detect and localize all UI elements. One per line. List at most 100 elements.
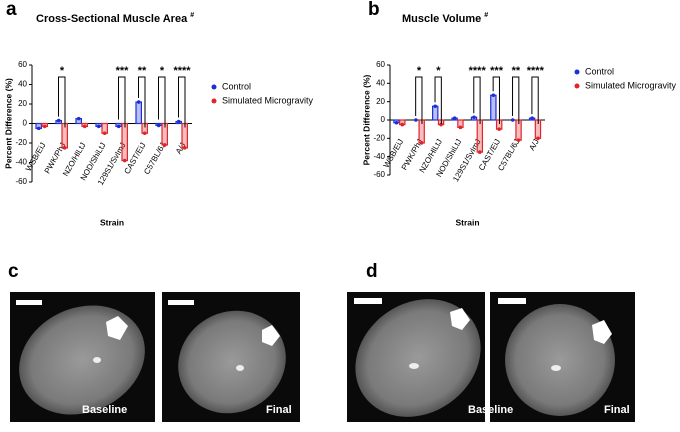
bar-dot [82, 124, 87, 129]
bar-dot [116, 124, 121, 129]
y-axis-label: Percent Difference (%) [361, 74, 371, 165]
significance-bracket [473, 76, 481, 124]
bar-dot [36, 126, 41, 131]
panel-label: d [366, 261, 378, 282]
bar-dot [56, 118, 61, 123]
bar-dot [530, 116, 534, 120]
image-label: Baseline [82, 404, 127, 416]
panel-label: a [6, 0, 17, 20]
bar-dot [102, 131, 107, 136]
chart-title: Cross-Sectional Muscle Area # [36, 12, 194, 25]
image-label: Baseline [468, 404, 513, 416]
bar-dot [472, 115, 476, 120]
significance-bracket [138, 76, 146, 128]
y-tick-label: 20 [18, 99, 27, 108]
significance-label: **** [173, 65, 191, 77]
title-text: Cross-Sectional Muscle Area [36, 13, 188, 25]
significance-bracket [531, 76, 539, 124]
bar-dot [452, 116, 457, 120]
bar-dot [458, 125, 463, 130]
chart-0: a Cross-Sectional Muscle Area # -60 -40 -20 0 2… [3, 0, 313, 227]
bar [490, 94, 497, 121]
title-note: # [484, 12, 488, 19]
y-tick-label: -40 [15, 158, 27, 167]
legend-marker [574, 69, 580, 75]
y-tick-label: -20 [373, 133, 385, 142]
ct-image-c-baseline [10, 292, 155, 422]
legend-marker [211, 98, 217, 104]
bar-dot [76, 116, 81, 121]
bar-dot [516, 138, 521, 142]
significance-label: * [436, 65, 441, 77]
bar-dot [62, 146, 67, 150]
ct-image-d-final [490, 292, 635, 422]
significance-label: * [160, 65, 165, 77]
bar-dot [162, 143, 167, 147]
bar [121, 122, 129, 162]
y-tick-label: 0 [381, 115, 386, 124]
y-tick-label: 0 [23, 119, 28, 128]
bar-dot [536, 136, 540, 141]
y-axis-label: Percent Difference (%) [3, 78, 13, 169]
legend-label: Control [222, 81, 251, 91]
bar-dot [96, 124, 101, 129]
significance-label: * [60, 65, 65, 77]
chart-1: b Muscle Volume # -60 -40 -20 0 20 40 60 Percent D… [361, 0, 676, 227]
ct-image-d-baseline [347, 292, 485, 422]
bar-dot [497, 127, 501, 131]
bar-dot [156, 123, 161, 128]
image-label: Final [604, 404, 630, 416]
bar-dot [491, 93, 496, 98]
image-label: Final [266, 404, 292, 416]
panel-label: b [368, 0, 380, 20]
significance-bracket [118, 76, 126, 128]
bar-dot [478, 150, 482, 154]
significance-label: ** [512, 65, 521, 77]
significance-label: *** [116, 65, 130, 77]
y-tick-label: 40 [376, 78, 385, 87]
bar-dot [510, 118, 515, 122]
title-note: # [190, 12, 194, 19]
x-axis-label: Strain [100, 217, 124, 227]
bar-dot [400, 122, 405, 127]
legend-marker [211, 84, 217, 90]
legend-label: Control [585, 66, 614, 76]
bar-dot [419, 141, 424, 145]
legend-marker [574, 83, 580, 89]
bar-dot [394, 120, 399, 125]
significance-bracket [434, 76, 442, 124]
panel-label: c [8, 261, 19, 282]
y-tick-label: 60 [376, 60, 385, 69]
bar-dot [414, 118, 418, 122]
significance-bracket [178, 76, 186, 128]
significance-label: **** [469, 65, 487, 77]
significance-bracket [415, 76, 423, 124]
y-tick-label: 20 [376, 97, 385, 106]
y-tick-label: -60 [15, 177, 27, 186]
bar-dot [176, 119, 181, 124]
legend-label: Simulated Microgravity [585, 80, 677, 90]
y-tick-label: -40 [373, 152, 385, 161]
significance-label: * [417, 65, 422, 77]
bar-dot [42, 124, 47, 129]
bar-dot [439, 122, 443, 127]
significance-bracket [512, 76, 520, 124]
significance-label: *** [490, 65, 504, 77]
significance-bracket [492, 76, 500, 124]
ct-image-c-final [162, 292, 300, 422]
chart-title: Muscle Volume # [402, 12, 488, 25]
bar [476, 119, 484, 153]
bar-dot [182, 146, 187, 150]
x-axis-label: Strain [455, 217, 479, 227]
title-text: Muscle Volume [402, 13, 481, 25]
y-tick-label: 60 [18, 60, 27, 69]
y-tick-label: -20 [15, 138, 27, 147]
y-tick-label: 40 [18, 80, 27, 89]
y-tick-label: -60 [373, 170, 385, 179]
bar-dot [142, 131, 147, 136]
bar [432, 105, 439, 121]
significance-bracket [158, 76, 166, 128]
significance-bracket [58, 76, 66, 128]
bar [135, 101, 143, 125]
